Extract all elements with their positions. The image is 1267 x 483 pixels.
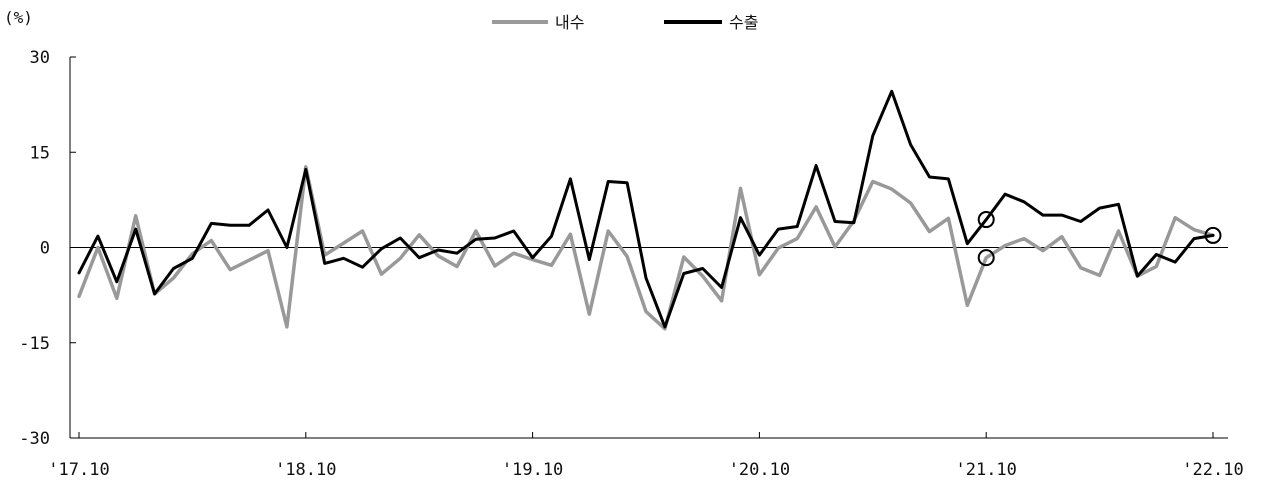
y-axis-ticks: 30 15 0 -15 -30 <box>19 48 76 449</box>
series-layer <box>77 89 1215 331</box>
x-axis-ticks: '17.10 '18.10 '19.10 '20.10 '21.10 '22.10 <box>48 432 1244 480</box>
y-tick-label: -15 <box>19 334 50 354</box>
highlight-circle-marker <box>977 249 995 267</box>
series-line-export <box>77 89 1215 329</box>
x-tick-label: '21.10 <box>955 460 1016 480</box>
y-tick-label: -30 <box>19 429 50 449</box>
series-line-domestic <box>77 165 1215 331</box>
highlight-circle-marker <box>1204 226 1222 244</box>
y-tick-label: 0 <box>40 239 50 259</box>
highlight-circle-marker <box>977 211 995 229</box>
highlight-markers <box>977 211 1222 267</box>
x-tick-label: '17.10 <box>48 460 109 480</box>
legend-label-export: 수출 <box>729 13 758 32</box>
y-tick-label: 30 <box>30 48 50 68</box>
legend-label-domestic: 내수 <box>555 13 584 32</box>
y-tick-label: 15 <box>30 143 50 163</box>
x-tick-label: '20.10 <box>729 460 790 480</box>
legend: 내수 수출 <box>492 13 758 32</box>
x-tick-label: '18.10 <box>275 460 336 480</box>
x-tick-label: '19.10 <box>502 460 563 480</box>
x-tick-label: '22.10 <box>1182 460 1243 480</box>
y-axis-unit-label: (%) <box>4 8 33 27</box>
